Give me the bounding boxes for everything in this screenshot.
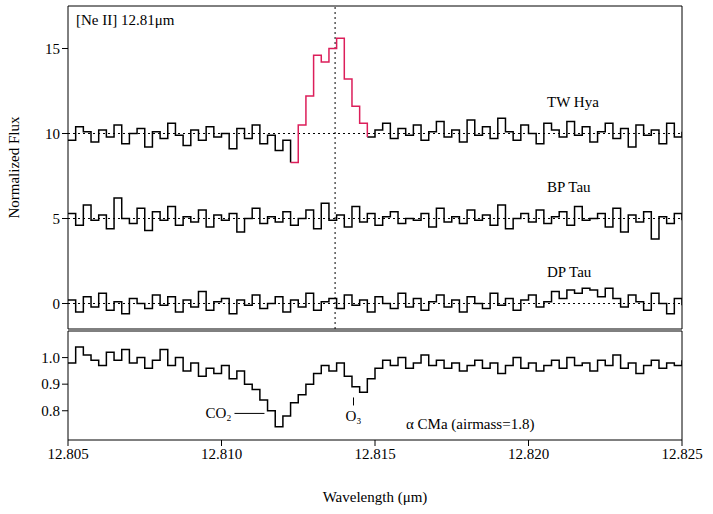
svg-text:15: 15 xyxy=(45,41,60,57)
svg-text:0.8: 0.8 xyxy=(41,403,60,419)
html-text:BP Tau: BP Tau xyxy=(547,178,591,195)
html-text:DP Tau: DP Tau xyxy=(547,263,592,280)
svg-text:12.820: 12.820 xyxy=(508,446,549,462)
html-text:TW Hya: TW Hya xyxy=(547,93,599,110)
svg-text:Wavelength (μm): Wavelength (μm) xyxy=(323,489,428,506)
svg-text:0.9: 0.9 xyxy=(41,376,60,392)
svg-text:O₃: O₃ xyxy=(345,408,361,424)
svg-text:12.810: 12.810 xyxy=(201,446,242,462)
svg-text:CO₂: CO₂ xyxy=(205,405,231,421)
svg-text:12.825: 12.825 xyxy=(661,446,702,462)
svg-text:Normalized Flux: Normalized Flux xyxy=(6,116,22,219)
svg-text:1.0: 1.0 xyxy=(41,350,60,366)
svg-text:5: 5 xyxy=(53,211,61,227)
html-text:[Ne II] 12.81μm: [Ne II] 12.81μm xyxy=(76,12,175,28)
svg-text:0: 0 xyxy=(53,296,61,312)
html-text:α CMa (airmass=1.8): α CMa (airmass=1.8) xyxy=(406,416,535,432)
svg-text:10: 10 xyxy=(45,126,60,142)
svg-text:12.805: 12.805 xyxy=(47,446,88,462)
svg-text:12.815: 12.815 xyxy=(354,446,395,462)
